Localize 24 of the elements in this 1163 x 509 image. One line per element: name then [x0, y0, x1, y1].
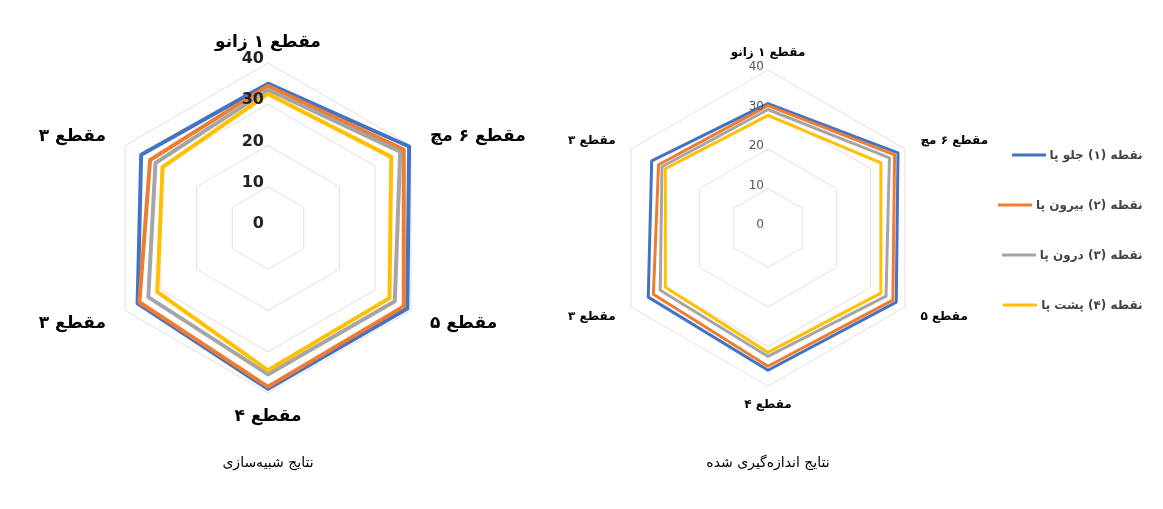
- legend-label: نقطه (۱) جلو پا: [1049, 148, 1143, 162]
- text: نتایج شبیه‌سازی: [222, 454, 314, 470]
- y-tick-label: 20: [748, 138, 764, 152]
- y-tick-label: 40: [748, 59, 764, 73]
- y-tick-label: 10: [241, 171, 264, 191]
- spoke-label: مقطع ۴: [744, 397, 792, 411]
- legend-label: نقطه (۳) درون پا: [1039, 248, 1143, 262]
- spoke-label: مقطع ۳: [38, 124, 107, 146]
- spoke-label: مقطع ۵: [429, 311, 498, 333]
- spoke-label: مقطع ۵: [920, 309, 968, 323]
- spoke-label: مقطع ۶ مچ: [920, 133, 989, 147]
- text: نتایج اندازه‌گیری شده: [706, 454, 830, 470]
- spoke-label: مقطع ۳: [568, 133, 616, 147]
- spoke-label: مقطع ۴: [234, 405, 302, 426]
- spoke-label: مقطع ۱ زانو: [729, 45, 806, 60]
- legend-label: نقطه (۲) بیرون پا: [1036, 198, 1143, 212]
- spoke-label: مقطع ۳: [568, 309, 616, 323]
- y-tick-label: 20: [241, 130, 264, 150]
- y-tick-label: 0: [252, 213, 264, 232]
- y-tick-label: 10: [748, 177, 764, 192]
- spoke-label: مقطع ۳: [38, 311, 107, 333]
- legend-label: نقطه (۴) پشت پا: [1041, 298, 1143, 312]
- y-tick-label: 0: [756, 217, 764, 231]
- spoke-label: مقطع ۶ مچ: [429, 124, 526, 146]
